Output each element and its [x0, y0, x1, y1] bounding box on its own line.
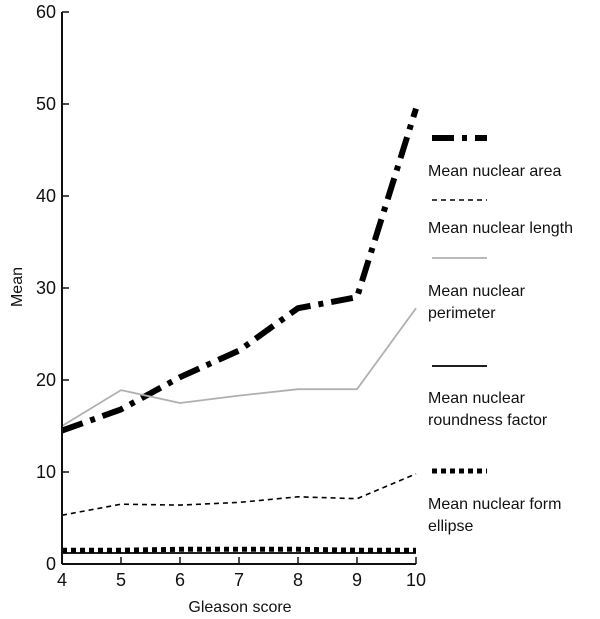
x-tick-label: 9	[352, 570, 362, 590]
legend-label-3: Mean nuclear	[428, 283, 526, 300]
y-tick-label: 50	[36, 94, 56, 114]
x-axis-title: Gleason score	[188, 599, 291, 616]
legend-label-5: Mean nuclear form	[428, 496, 561, 513]
legend-label-3: perimeter	[428, 305, 496, 322]
axes	[61, 12, 416, 565]
series-line-5	[62, 546, 416, 553]
ticks: 0 10 20 30 40 50 60 4 5 6 7 8 9 10	[36, 2, 426, 590]
y-axis-title: Mean	[9, 267, 26, 307]
legend-label-5: ellipse	[428, 518, 473, 535]
legend-label-2: Mean nuclear length	[428, 220, 573, 237]
legend-label-4: roundness factor	[428, 412, 548, 429]
x-tick-label: 4	[57, 570, 67, 590]
x-tick-label: 6	[175, 570, 185, 590]
y-tick-label: 30	[36, 278, 56, 298]
y-tick-label: 0	[46, 554, 56, 574]
series-line-1	[60, 107, 419, 434]
y-tick-label: 40	[36, 186, 56, 206]
plot-lines	[60, 107, 419, 554]
legend-label-4: Mean nuclear	[428, 390, 526, 407]
y-tick-label: 20	[36, 370, 56, 390]
legend-label-1: Mean nuclear area	[428, 163, 562, 180]
x-tick-label: 7	[234, 570, 244, 590]
y-tick-label: 60	[36, 2, 56, 22]
legend: Mean nuclear area Mean nuclear length Mean…	[428, 135, 573, 535]
x-tick-label: 5	[116, 570, 126, 590]
x-tick-label: 10	[406, 570, 426, 590]
series-line-3	[61, 307, 417, 427]
y-tick-label: 10	[36, 462, 56, 482]
series-line-2	[61, 473, 417, 516]
x-tick-label: 8	[293, 570, 303, 590]
